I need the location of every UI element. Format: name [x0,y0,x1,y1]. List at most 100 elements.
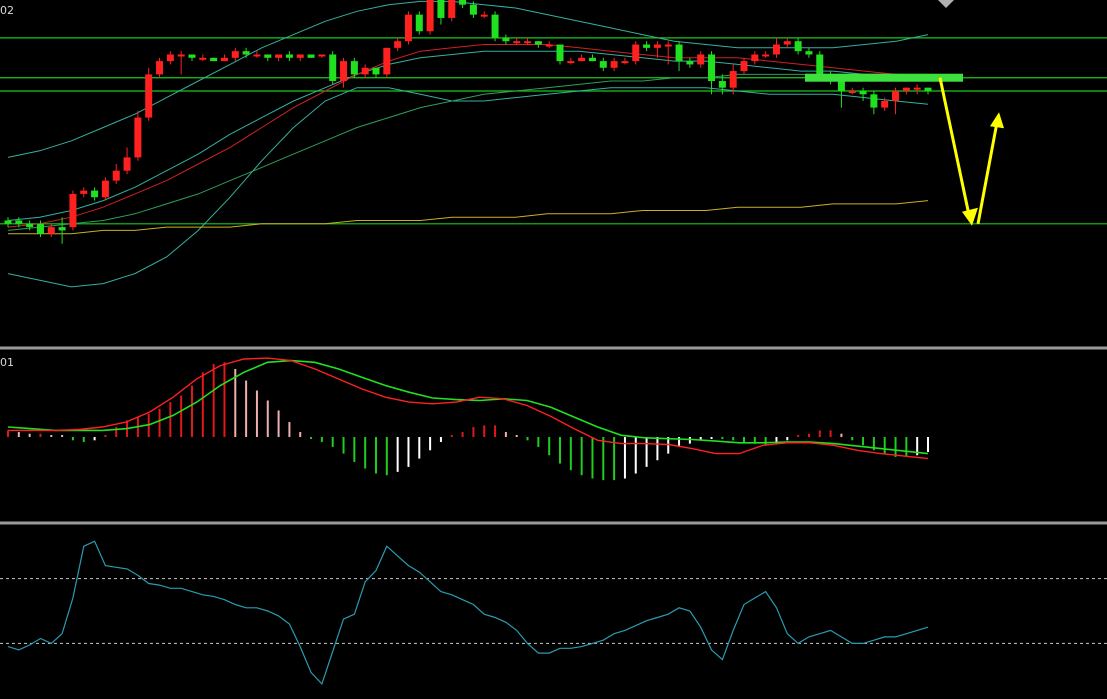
resistance-bar [805,73,963,82]
candle-body [599,61,607,68]
candle-body [794,41,802,52]
candle-body [892,91,900,101]
oscillator-line [7,540,929,686]
candle-body [740,61,748,72]
candle-body [762,54,770,57]
candle-body [545,44,553,47]
candle-body [588,57,596,62]
candle-body [610,61,618,68]
candle-body [307,54,315,58]
candle-body [285,54,293,58]
candle-body [166,54,174,62]
candle-body [686,61,694,65]
candle-body [491,14,499,38]
candle-body [632,44,640,62]
candle-body [199,57,207,60]
candle-body [220,57,228,62]
candle-body [69,193,77,228]
candle-body [621,61,629,64]
candle-body [361,67,369,75]
candle-body [459,0,467,5]
price-panel-label: 02 [0,4,14,17]
candle-body [653,44,661,48]
candle-body [751,54,759,62]
candle-body [513,41,521,44]
candle-body [924,87,932,91]
candle-body [383,47,391,75]
candle-body [848,91,856,93]
candle-body [426,0,434,32]
candle-body [437,0,445,18]
candle-body [177,54,185,57]
candle-body [4,220,12,224]
candle-body [318,54,326,57]
macd-dif-line [8,357,929,460]
candle-body [902,87,910,91]
candle-body [881,100,889,108]
candle-body [480,14,488,17]
candle-body [859,91,867,95]
bollinger-lower-line [7,87,929,288]
bollinger-middle-line [7,50,929,221]
ma-short-line [7,44,929,228]
candle-body [502,37,510,42]
candle-body [448,0,456,18]
candle-body [91,190,99,198]
candle-body [134,117,142,158]
candle-body [210,57,218,62]
arrow-down-head [962,207,978,226]
candle-body [524,41,532,44]
candle-body [394,41,402,48]
candle-body [15,220,23,224]
ma-mid-line [7,73,928,231]
candle-body [188,54,196,58]
candle-body [80,190,88,194]
candle-body [101,180,109,198]
candle-body [697,54,705,65]
candle-body [156,61,164,75]
candle-body [870,94,878,108]
candle-body [664,44,672,47]
ma-long-line [8,200,929,235]
candle-body [913,87,921,90]
candle-body [112,170,120,181]
candle-body [242,51,250,55]
arrow-up-shaft [976,121,999,225]
candle-body [275,54,283,58]
macd-dea-line [7,359,929,455]
candle-body [329,54,337,82]
candle-body [556,44,564,62]
candle-body [643,44,651,48]
candle-body [372,67,380,75]
panel-marker-icon [938,0,954,8]
candle-body [469,4,477,15]
candle-body [578,57,586,62]
macd-panel-label: 01 [0,356,14,369]
candle-body [415,14,423,32]
candle-body [805,51,813,55]
candle-body [675,44,683,62]
candle-body [708,54,716,82]
candle-body [264,54,272,58]
candle-body [816,54,824,75]
arrow-down-shaft [938,77,972,221]
candle-body [26,223,34,228]
candle-body [340,61,348,82]
candle-body [567,61,575,64]
candle-body [718,81,726,88]
candle-body [729,71,737,88]
candle-body [231,51,239,58]
candle-body [47,227,55,234]
candle-body [404,14,412,42]
candle-body [783,41,791,45]
candle-body [253,54,261,57]
candle-body [296,54,304,58]
candle-body [145,74,153,118]
candle-body [534,41,542,45]
candle-body [772,44,780,55]
candle-body [58,227,66,231]
candle-body [837,81,845,91]
candle-body [36,223,44,234]
arrow-up-head [990,112,1004,129]
